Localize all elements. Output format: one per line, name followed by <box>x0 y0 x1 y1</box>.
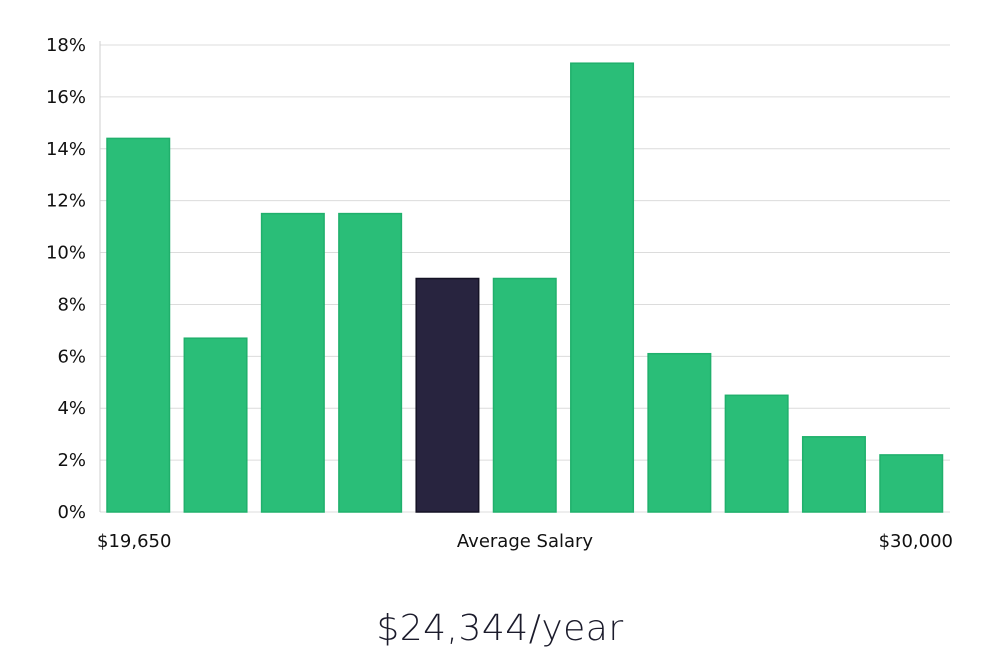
bar <box>570 62 635 513</box>
salary-distribution-chart: 0% 2% 4% 6% 8% 10% 12% 14% 16% 18% $19,650 Averag… <box>46 35 953 552</box>
bar <box>183 337 248 513</box>
bar <box>106 137 171 513</box>
x-label-max: $30,000 <box>879 531 953 552</box>
bar <box>724 394 789 513</box>
y-axis-ticks: 0% 2% 4% 6% 8% 10% 12% 14% 16% 18% <box>46 35 86 523</box>
bar <box>260 212 325 513</box>
bar-average-highlight <box>415 277 480 513</box>
bar <box>801 436 866 513</box>
y-tick-label: 0% <box>57 502 86 523</box>
y-tick-label: 8% <box>57 294 86 315</box>
y-tick-label: 16% <box>46 87 86 108</box>
bars <box>106 62 944 513</box>
bar <box>492 277 557 513</box>
y-tick-label: 6% <box>57 346 86 367</box>
x-label-min: $19,650 <box>97 531 171 552</box>
x-label-average: Average Salary <box>457 531 594 552</box>
y-tick-label: 14% <box>46 139 86 160</box>
y-tick-label: 2% <box>57 450 86 471</box>
y-tick-label: 18% <box>46 35 86 56</box>
y-tick-label: 10% <box>46 243 86 264</box>
average-salary-value: $24,344/year <box>376 608 624 649</box>
y-tick-label: 4% <box>57 398 86 419</box>
bar <box>338 212 403 513</box>
bar <box>647 352 712 513</box>
y-tick-label: 12% <box>46 191 86 212</box>
bar <box>879 454 944 513</box>
